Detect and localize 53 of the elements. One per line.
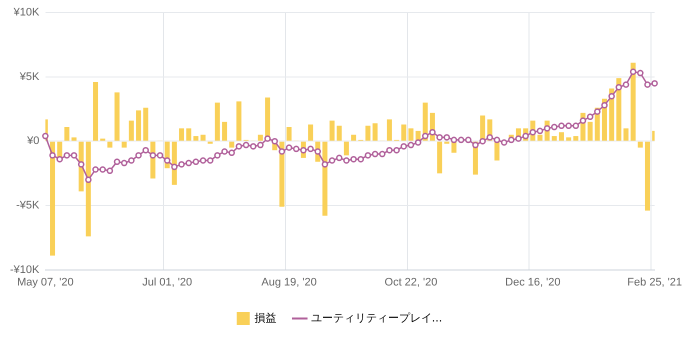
y-tick-label: -¥5K <box>16 200 40 212</box>
bar <box>308 124 314 141</box>
bar <box>588 122 593 141</box>
legend-label: 損益 <box>254 311 276 324</box>
bar <box>200 134 206 141</box>
bar <box>214 102 220 141</box>
y-tick-label: ¥0 <box>26 135 40 148</box>
bar <box>107 142 112 148</box>
bar <box>566 137 572 141</box>
bar <box>136 110 142 141</box>
bar <box>86 142 91 236</box>
bar <box>386 119 392 141</box>
bar <box>143 108 148 141</box>
bar <box>186 128 192 141</box>
bar <box>279 142 284 207</box>
bar <box>286 127 292 141</box>
x-tick-label: Dec 16, '20 <box>505 276 560 288</box>
x-tick-label: May 07, '20 <box>17 276 74 288</box>
x-tick-label: Feb 25, '21 <box>627 276 682 288</box>
bar <box>236 101 242 141</box>
bar <box>50 142 56 256</box>
bar <box>558 132 564 141</box>
bar <box>638 142 643 148</box>
bar <box>623 128 628 141</box>
x-tick-label: Jul 01, '20 <box>142 276 192 288</box>
bar <box>330 120 335 141</box>
y-tick-label: -¥10K <box>10 264 40 276</box>
bar <box>344 142 349 156</box>
bar <box>372 123 378 141</box>
bar <box>351 134 356 141</box>
bar <box>401 124 406 141</box>
bar <box>179 128 184 141</box>
legend-label: ユーティリティープレイ... <box>310 311 442 324</box>
bar <box>128 120 134 141</box>
bar <box>365 126 370 141</box>
bar <box>630 62 636 141</box>
bar <box>322 142 328 216</box>
x-tick-label: Aug 19, '20 <box>261 276 317 288</box>
x-tick-label: Oct 22, '20 <box>384 276 438 288</box>
y-tick-label: ¥5K <box>18 70 40 83</box>
y-tick-label: ¥10K <box>12 6 40 19</box>
bar <box>222 122 228 141</box>
bar <box>644 142 650 211</box>
bar <box>616 78 622 141</box>
bar <box>93 82 98 141</box>
bar <box>336 126 342 141</box>
bar <box>72 137 77 141</box>
bar <box>552 136 557 141</box>
bar <box>193 136 198 141</box>
bar <box>64 127 70 141</box>
bar <box>122 142 127 148</box>
bar <box>573 136 578 141</box>
bar <box>114 92 120 141</box>
